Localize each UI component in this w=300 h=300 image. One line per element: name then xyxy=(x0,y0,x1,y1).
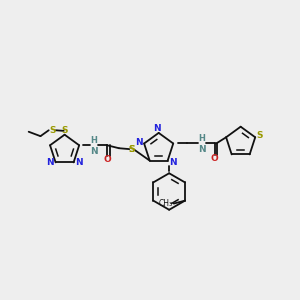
Text: N: N xyxy=(135,138,142,147)
Text: S: S xyxy=(61,126,68,135)
Text: S: S xyxy=(256,131,263,140)
Text: N: N xyxy=(198,145,205,154)
Text: N: N xyxy=(75,158,83,167)
Text: N: N xyxy=(90,147,98,156)
Text: CH₃: CH₃ xyxy=(158,199,172,208)
Text: N: N xyxy=(169,158,177,166)
Text: S: S xyxy=(49,126,56,135)
Text: S: S xyxy=(128,145,135,154)
Text: N: N xyxy=(46,158,54,167)
Text: O: O xyxy=(211,154,219,163)
Text: S: S xyxy=(128,145,135,154)
Text: H: H xyxy=(91,136,97,145)
Text: H: H xyxy=(198,134,205,143)
Text: N: N xyxy=(153,124,161,133)
Text: O: O xyxy=(103,155,111,164)
